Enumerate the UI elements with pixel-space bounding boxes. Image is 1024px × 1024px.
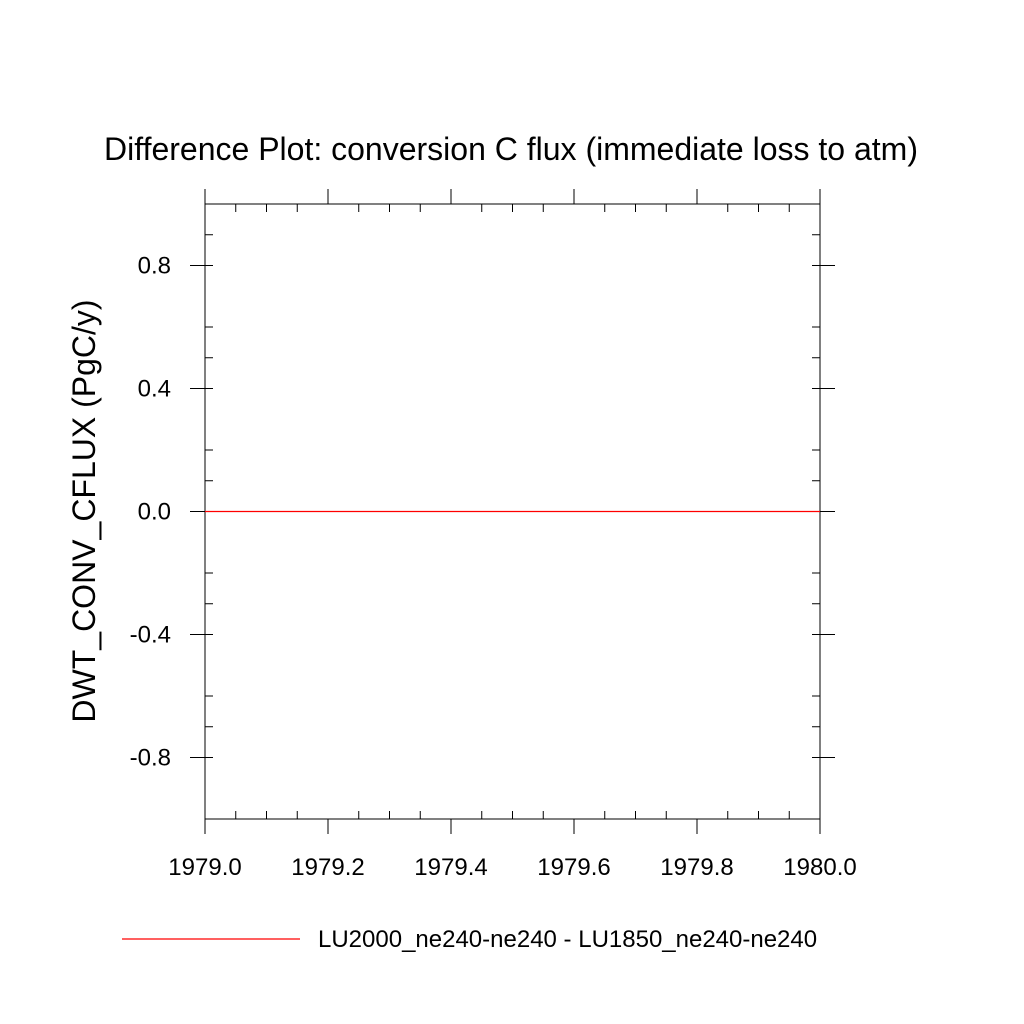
y-axis-label: DWT_CONV_CFLUX (PgC/y) — [66, 299, 102, 722]
legend: LU2000_ne240-ne240 - LU1850_ne240-ne240 — [122, 926, 817, 953]
y-tick-label: 0.4 — [138, 376, 171, 403]
x-tick-label: 1979.2 — [291, 854, 364, 881]
legend-label: LU2000_ne240-ne240 - LU1850_ne240-ne240 — [318, 926, 817, 953]
x-tick-label: 1980.0 — [783, 854, 856, 881]
axis-ticks: 1979.0 1979.2 1979.4 1979.6 1979.8 1980.0 -0.8… — [130, 189, 857, 881]
y-tick-label: -0.4 — [130, 622, 171, 649]
chart-title: Difference Plot: conversion C flux (imme… — [104, 131, 918, 167]
y-tick-label: 0.0 — [138, 499, 171, 526]
y-tick-label: -0.8 — [130, 745, 171, 772]
x-tick-label: 1979.6 — [537, 854, 610, 881]
x-tick-label: 1979.4 — [414, 854, 487, 881]
x-tick-label: 1979.8 — [660, 854, 733, 881]
x-tick-label: 1979.0 — [168, 854, 241, 881]
y-tick-label: 0.8 — [138, 253, 171, 280]
